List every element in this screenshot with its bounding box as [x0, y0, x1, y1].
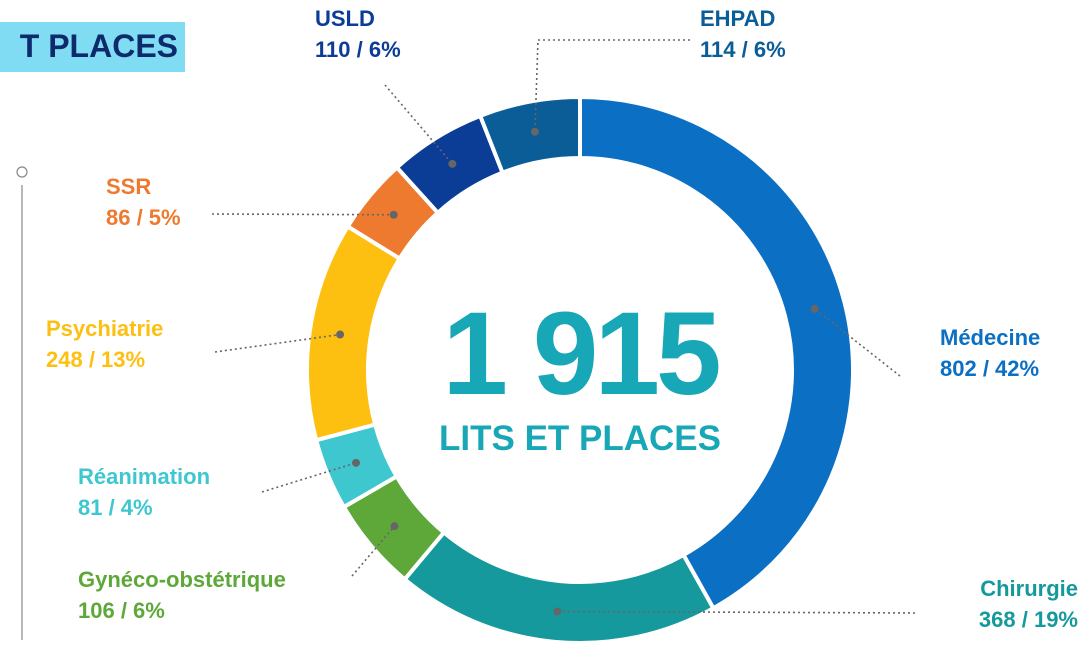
segment-value-label: 81 / 4% [78, 495, 153, 520]
segment-name: Chirurgie [980, 576, 1078, 601]
donut-segment [401, 529, 717, 645]
timeline-dot [16, 166, 28, 178]
leader-dot [390, 522, 399, 531]
leader-dot [336, 330, 345, 339]
segment-value-label: 114 / 6% [700, 37, 786, 62]
chart-title: T PLACES [20, 28, 178, 64]
center-total: 1 915 [442, 288, 719, 420]
segment-value-label: 106 / 6% [78, 598, 165, 623]
title-box [0, 22, 185, 72]
leader-dot [351, 458, 360, 467]
segment-name: Médecine [940, 325, 1040, 350]
segment-value-label: 802 / 42% [940, 356, 1039, 381]
segment-name: USLD [315, 6, 375, 31]
leader-dot [810, 304, 819, 313]
leader-line [214, 333, 341, 353]
segment-value-label: 248 / 13% [46, 347, 145, 372]
donut-segment [477, 94, 582, 176]
leader-dot [530, 127, 539, 136]
leader-line [261, 462, 357, 493]
segment-value-label: 110 / 6% [315, 37, 401, 62]
segment-name: Psychiatrie [46, 316, 163, 341]
segment-value-label: 368 / 19% [979, 607, 1078, 632]
donut-segment [305, 223, 403, 443]
segment-name: Gynéco-obstétrique [78, 567, 286, 592]
segment-value-label: 86 / 5% [106, 205, 181, 230]
leader-dot [389, 210, 398, 219]
segment-name: SSR [106, 174, 151, 199]
leader-dot [553, 607, 562, 616]
leader-line [534, 39, 690, 132]
leader-line [351, 525, 396, 577]
leader-line [384, 84, 453, 165]
donut-segment [578, 94, 855, 611]
segment-name: Réanimation [78, 464, 210, 489]
leader-line [211, 213, 394, 216]
leader-line [814, 308, 901, 377]
center-subtitle: LITS ET PLACES [439, 419, 721, 458]
segment-name: EHPAD [700, 6, 775, 31]
leader-dot [448, 159, 457, 168]
